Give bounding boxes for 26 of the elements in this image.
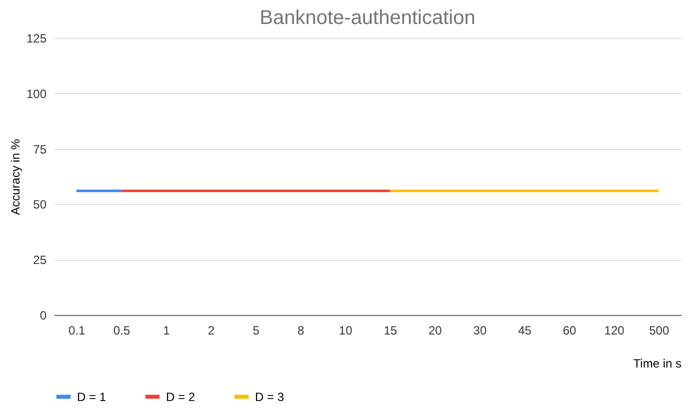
x-tick-label: 30 [473, 324, 487, 338]
x-tick-label: 0.5 [113, 324, 130, 338]
y-tick-label: 100 [26, 86, 47, 101]
x-tick-label: 120 [604, 324, 625, 338]
x-tick-label: 1 [163, 324, 170, 338]
x-tick-label: 0.1 [68, 324, 86, 338]
legend-label: D = 1 [77, 390, 106, 404]
legend-label: D = 2 [166, 390, 196, 404]
x-axis-title: Time in s [633, 356, 682, 370]
x-tick-label: 2 [208, 324, 215, 338]
x-tick-label: 5 [252, 324, 260, 338]
y-tick-label: 125 [26, 32, 47, 46]
x-tick-label: 8 [297, 324, 304, 338]
y-tick-label: 50 [33, 198, 47, 212]
y-tick-label: 0 [40, 308, 47, 322]
x-tick-label: 60 [562, 324, 577, 338]
x-tick-label: 500 [649, 324, 670, 338]
y-tick-label: 25 [33, 253, 47, 268]
x-tick-label: 10 [338, 324, 353, 338]
x-tick-label: 20 [428, 324, 442, 338]
x-tick-label: 15 [384, 324, 398, 338]
legend-label: D = 3 [255, 390, 284, 404]
y-tick-label: 75 [33, 142, 47, 156]
chart-title: Banknote-authentication [260, 7, 476, 29]
y-axis-title: Accuracy in % [8, 138, 22, 216]
x-tick-label: 45 [518, 324, 532, 338]
